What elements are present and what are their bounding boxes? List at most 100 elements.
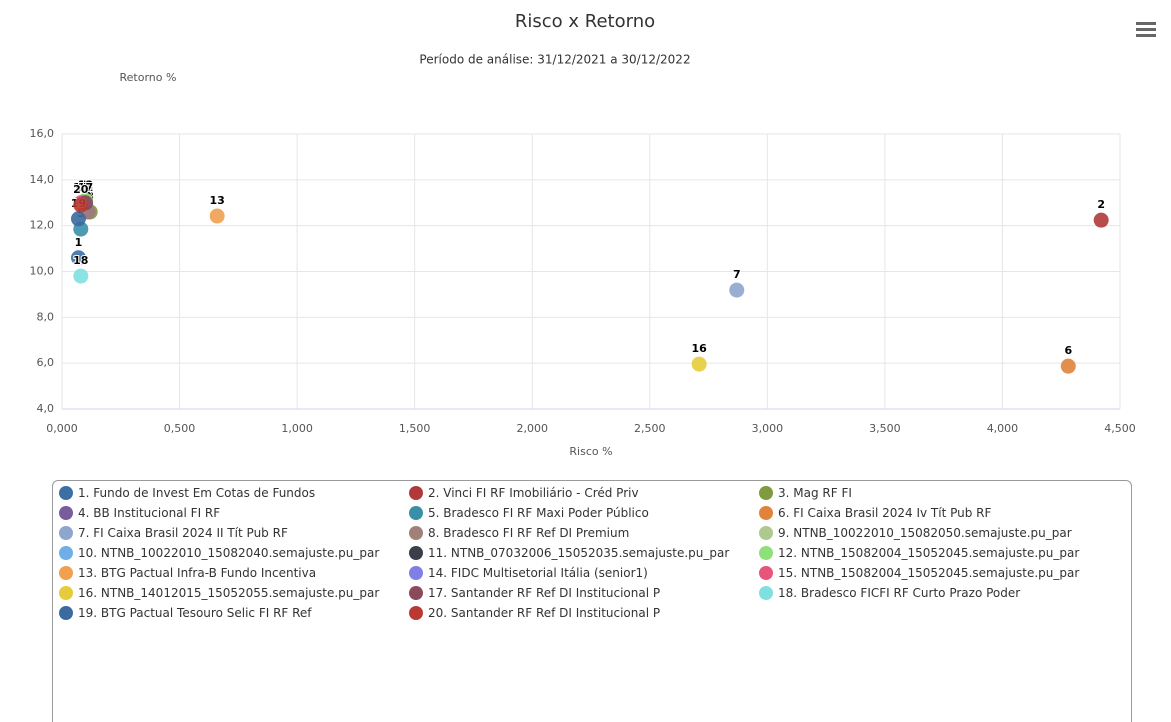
legend-label: 19. BTG Pactual Tesouro Selic FI RF Ref (78, 606, 312, 620)
point (70, 211, 86, 227)
legend-item[interactable]: 19. BTG Pactual Tesouro Selic FI RF Ref (53, 605, 403, 621)
data-label: 13 (210, 194, 225, 207)
data-label: 12 (78, 178, 93, 191)
legend-marker (759, 566, 773, 580)
legend-marker (759, 526, 773, 540)
data-label: 6 (1064, 344, 1072, 357)
legend-item[interactable]: 3. Mag RF FI (753, 485, 1103, 501)
x-tick-label: 4,500 (1104, 422, 1136, 435)
legend-label: 3. Mag RF FI (778, 486, 852, 500)
y-tick-label: 12,0 (30, 219, 55, 232)
legend-marker (59, 606, 73, 620)
point (209, 208, 225, 224)
menu-button[interactable] (1136, 22, 1156, 38)
data-label: 1 (75, 236, 83, 249)
x-tick-label: 0,000 (46, 422, 78, 435)
legend-marker (409, 526, 423, 540)
legend-label: 7. FI Caixa Brasil 2024 II Tít Pub RF (78, 526, 288, 540)
legend-item[interactable]: 17. Santander RF Ref DI Institucional P (403, 585, 753, 601)
y-tick-label: 6,0 (37, 356, 55, 369)
legend-item[interactable]: 10. NTNB_10022010_15082040.semajuste.pu_… (53, 545, 403, 561)
x-tick-label: 1,000 (281, 422, 313, 435)
chart-title: Risco x Retorno (515, 11, 655, 32)
legend-item[interactable]: 11. NTNB_07032006_15052035.semajuste.pu_… (403, 545, 753, 561)
legend-item[interactable]: 4. BB Institucional FI RF (53, 505, 403, 521)
grid (61, 133, 1121, 410)
data-label: 16 (691, 342, 707, 355)
legend-label: 8. Bradesco FI RF Ref DI Premium (428, 526, 630, 540)
legend-item[interactable]: 7. FI Caixa Brasil 2024 II Tít Pub RF (53, 525, 403, 541)
x-axis-label: Risco % (569, 445, 612, 458)
data-label: 7 (733, 268, 741, 281)
data-label: 10 (78, 181, 94, 194)
y-tick-label: 8,0 (37, 310, 55, 323)
legend-marker (59, 546, 73, 560)
legend-item[interactable]: 16. NTNB_14012015_15052055.semajuste.pu_… (53, 585, 403, 601)
legend-label: 11. NTNB_07032006_15052035.semajuste.pu_… (428, 546, 730, 560)
legend-marker (759, 506, 773, 520)
legend-label: 2. Vinci FI RF Imobiliário - Créd Priv (428, 486, 639, 500)
legend-label: 13. BTG Pactual Infra-B Fundo Incentiva (78, 566, 317, 580)
legend-item[interactable]: 12. NTNB_15082004_15052045.semajuste.pu_… (753, 545, 1103, 561)
legend-marker (59, 506, 73, 520)
point (73, 197, 89, 213)
legend-marker (59, 586, 73, 600)
legend-marker (759, 546, 773, 560)
chart-subtitle: Período de análise: 31/12/2021 a 30/12/2… (419, 53, 690, 67)
legend-item[interactable]: 20. Santander RF Ref DI Institucional P (403, 605, 753, 621)
legend-marker (59, 526, 73, 540)
data-label: 17 (78, 181, 93, 194)
data-label: 2 (1097, 198, 1105, 211)
data-label: 18 (73, 254, 88, 267)
legend-item[interactable]: 8. Bradesco FI RF Ref DI Premium (403, 525, 753, 541)
legend-item[interactable]: 15. NTNB_15082004_15052045.semajuste.pu_… (753, 565, 1103, 581)
legend-item[interactable]: 5. Bradesco FI RF Maxi Poder Público (403, 505, 753, 521)
x-tick-label: 2,500 (634, 422, 666, 435)
legend-item[interactable]: 14. FIDC Multisetorial Itália (senior1) (403, 565, 753, 581)
legend-label: 18. Bradesco FICFI RF Curto Prazo Poder (778, 586, 1021, 600)
x-tick-label: 2,000 (516, 422, 548, 435)
data-label: 9 (82, 178, 90, 191)
legend-label: 20. Santander RF Ref DI Institucional P (428, 606, 661, 620)
legend-label: 1. Fundo de Invest Em Cotas de Fundos (78, 486, 316, 500)
legend-marker (409, 566, 423, 580)
legend-marker (409, 506, 423, 520)
data-label: 11 (78, 181, 93, 194)
legend-marker (409, 486, 423, 500)
legend-marker (409, 606, 423, 620)
data-label: 15 (73, 181, 88, 194)
legend-item[interactable]: 6. FI Caixa Brasil 2024 Iv Tít Pub RF (753, 505, 1103, 521)
x-tick-label: 0,500 (164, 422, 196, 435)
legend-label: 14. FIDC Multisetorial Itália (senior1) (428, 566, 648, 580)
legend-marker (759, 586, 773, 600)
legend-item[interactable]: 9. NTNB_10022010_15082050.semajuste.pu_p… (753, 525, 1103, 541)
legend-item[interactable]: 18. Bradesco FICFI RF Curto Prazo Poder (753, 585, 1103, 601)
point (73, 268, 89, 284)
legend-label: 5. Bradesco FI RF Maxi Poder Público (428, 506, 649, 520)
point (691, 356, 707, 372)
legend: 1. Fundo de Invest Em Cotas de Fundos 2. … (52, 480, 1132, 722)
legend-item[interactable]: 13. BTG Pactual Infra-B Fundo Incentiva (53, 565, 403, 581)
y-tick-label: 4,0 (37, 402, 55, 415)
point (729, 282, 745, 298)
x-tick-label: 3,500 (869, 422, 901, 435)
chart: Risco x Retorno Período de análise: 31/1… (30, 11, 1136, 458)
point (70, 250, 86, 266)
y-tick-label: 10,0 (30, 265, 55, 278)
data-label: 20 (73, 183, 89, 196)
legend-marker (759, 486, 773, 500)
legend-marker (59, 486, 73, 500)
y-tick-label: 14,0 (30, 173, 55, 186)
point (1060, 358, 1076, 374)
legend-marker (59, 566, 73, 580)
legend-label: 12. NTNB_15082004_15052045.semajuste.pu_… (778, 546, 1080, 560)
legend-item[interactable]: 2. Vinci FI RF Imobiliário - Créd Priv (403, 485, 753, 501)
legend-label: 6. FI Caixa Brasil 2024 Iv Tít Pub RF (778, 506, 992, 520)
legend-marker (409, 586, 423, 600)
legend-item[interactable]: 1. Fundo de Invest Em Cotas de Fundos (53, 485, 403, 501)
data-label: 14 (76, 181, 92, 194)
legend-label: 4. BB Institucional FI RF (78, 506, 221, 520)
legend-label: 9. NTNB_10022010_15082050.semajuste.pu_p… (778, 526, 1072, 540)
legend-label: 10. NTNB_10022010_15082040.semajuste.pu_… (78, 546, 380, 560)
